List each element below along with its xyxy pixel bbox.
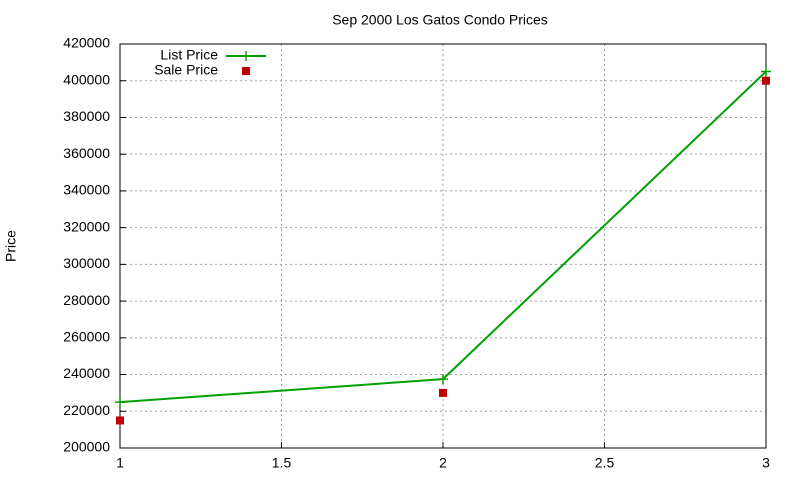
chart-title: Sep 2000 Los Gatos Condo Prices: [332, 12, 548, 28]
x-tick-label: 2.5: [595, 455, 615, 471]
y-tick-label: 260000: [63, 329, 110, 345]
x-tick-label: 3: [762, 455, 770, 471]
legend-label: Sale Price: [154, 62, 218, 78]
marker: [762, 76, 770, 85]
marker: [116, 416, 124, 425]
x-tick-label: 1.5: [272, 455, 292, 471]
marker: [761, 66, 771, 77]
y-tick-label: 300000: [63, 255, 110, 271]
y-tick-label: 320000: [63, 218, 110, 234]
plot-border: [119, 43, 767, 449]
y-tick-label: 220000: [63, 402, 110, 418]
marker: [242, 67, 250, 75]
marker: [438, 374, 448, 385]
y-tick-label: 400000: [63, 71, 110, 87]
marker: [439, 388, 447, 397]
y-axis-label: Price: [3, 230, 19, 262]
marker: [115, 397, 125, 408]
x-tick-label: 1: [116, 455, 124, 471]
legend-label: List Price: [160, 47, 218, 63]
y-tick-label: 380000: [63, 108, 110, 124]
y-tick-label: 200000: [63, 439, 110, 455]
x-tick-label: 2: [439, 455, 447, 471]
y-tick-label: 420000: [63, 35, 110, 51]
y-tick-label: 240000: [63, 365, 110, 381]
y-tick-label: 340000: [63, 182, 110, 198]
y-tick-label: 280000: [63, 292, 110, 308]
y-tick-label: 360000: [63, 145, 110, 161]
series-line: [119, 70, 767, 404]
marker: [241, 51, 251, 61]
